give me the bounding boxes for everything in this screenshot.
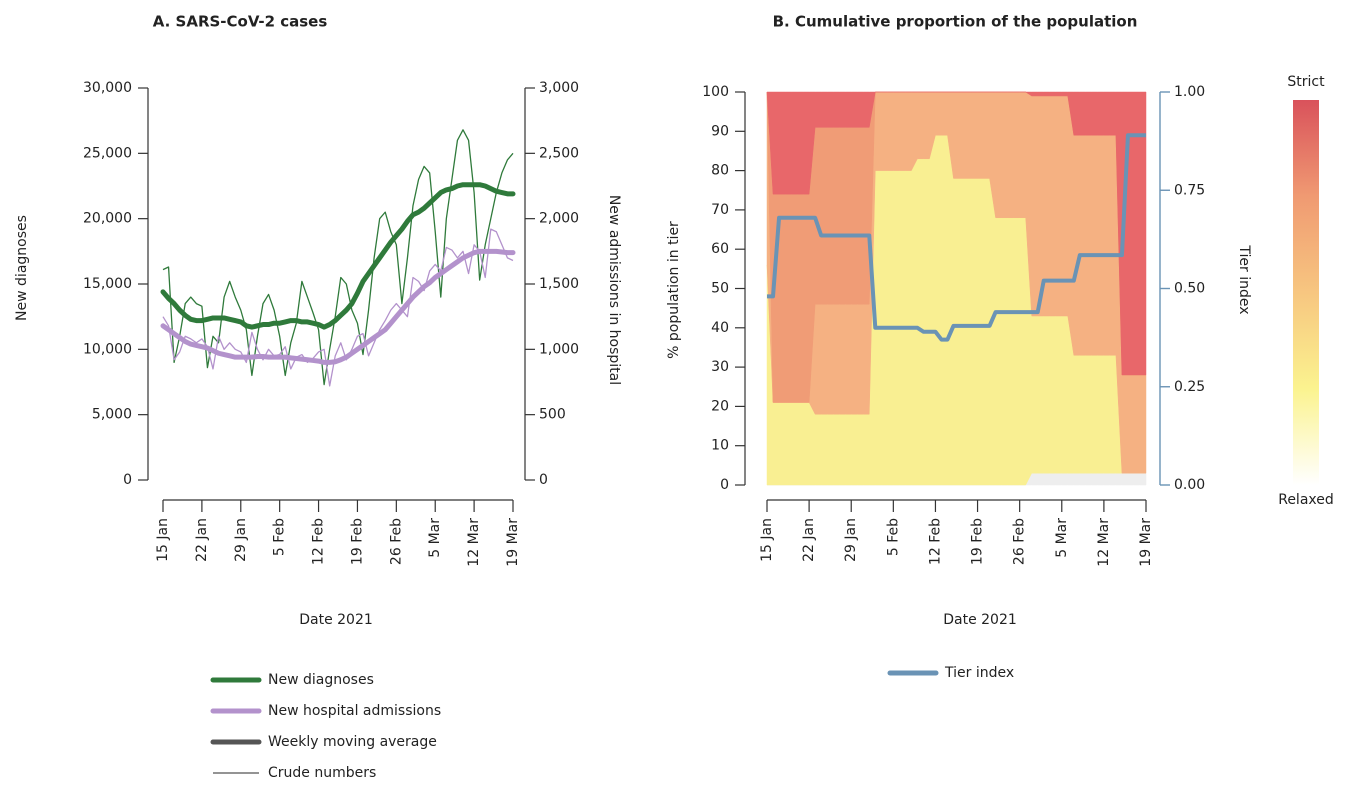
tier-area	[766, 91, 1147, 376]
x-tick-label: 5 Mar	[427, 518, 443, 558]
x-tick-label: 19 Mar	[1138, 518, 1154, 567]
moving-average-line	[160, 248, 516, 365]
y2-tick-label: 2,500	[539, 145, 579, 161]
x-tick-label: 5 Feb	[885, 518, 901, 556]
x-tick-label: 29 Jan	[843, 518, 859, 562]
y-axis-label: % population in tier	[666, 221, 682, 359]
y2-tick-label: 0.75	[1174, 182, 1205, 198]
x-tick-label: 12 Feb	[927, 518, 943, 565]
y-tick-label: 60	[711, 241, 729, 257]
y-tick-label: 50	[711, 281, 729, 297]
moving-average-line	[160, 182, 516, 330]
x-tick-label: 12 Feb	[311, 518, 327, 565]
x-tick-label: 29 Jan	[233, 518, 249, 562]
legend-label: Crude numbers	[268, 765, 376, 781]
x-tick-label: 5 Feb	[272, 518, 288, 556]
legend-label: New diagnoses	[268, 672, 374, 688]
y2-tick-label: 3,000	[539, 80, 579, 96]
y-tick-label: 30,000	[83, 80, 132, 96]
y-tick-label: 25,000	[83, 145, 132, 161]
y2-tick-label: 1,500	[539, 276, 579, 292]
y-tick-label: 15,000	[83, 276, 132, 292]
x-tick-label: 12 Mar	[466, 518, 482, 567]
colorbar-label: Strict	[1287, 74, 1325, 90]
crude-line	[162, 228, 514, 387]
y2-tick-label: 1,000	[539, 341, 579, 357]
colorbar	[1293, 100, 1319, 485]
x-axis-label: Date 2021	[943, 612, 1017, 628]
y2-tick-label: 0.25	[1174, 379, 1205, 395]
x-tick-label: 26 Feb	[1012, 518, 1028, 565]
x-tick-label: 12 Mar	[1096, 518, 1112, 567]
y-tick-label: 100	[702, 84, 729, 100]
y2-axis-label: Tier index	[1236, 244, 1252, 314]
y-tick-label: 30	[711, 359, 729, 375]
legend-label: New hospital admissions	[268, 703, 441, 719]
x-tick-label: 22 Jan	[194, 518, 210, 562]
y2-tick-label: 1.00	[1174, 84, 1205, 100]
y2-tick-label: 500	[539, 407, 566, 423]
y-tick-label: 0	[720, 477, 729, 493]
tier-index-line	[767, 133, 1146, 342]
y2-tick-label: 0.00	[1174, 477, 1205, 493]
x-tick-label: 26 Feb	[388, 518, 404, 565]
x-tick-label: 19 Feb	[349, 518, 365, 565]
colorbar-label: Relaxed	[1278, 492, 1334, 508]
chart-title: B. Cumulative proportion of the populati…	[773, 13, 1138, 31]
y-tick-label: 0	[123, 472, 132, 488]
x-tick-label: 15 Jan	[759, 518, 775, 562]
y-tick-label: 5,000	[92, 407, 132, 423]
y-tick-label: 80	[711, 163, 729, 179]
chart-title: A. SARS-CoV-2 cases	[153, 13, 328, 31]
x-axis-label: Date 2021	[299, 612, 373, 628]
y-tick-label: 10	[711, 438, 729, 454]
x-tick-label: 15 Jan	[155, 518, 171, 562]
y2-tick-label: 0	[539, 472, 548, 488]
y-tick-label: 40	[711, 320, 729, 336]
x-tick-label: 5 Mar	[1054, 518, 1070, 558]
y-tick-label: 10,000	[83, 341, 132, 357]
legend-label: Weekly moving average	[268, 734, 437, 750]
legend-label: Tier index	[944, 665, 1014, 681]
y2-tick-label: 2,000	[539, 211, 579, 227]
y-tick-label: 20	[711, 398, 729, 414]
y-tick-label: 70	[711, 202, 729, 218]
x-tick-label: 19 Feb	[970, 518, 986, 565]
y-axis-label: New diagnoses	[14, 215, 30, 321]
y2-axis-label: New admissions in hospital	[606, 195, 622, 385]
x-tick-label: 19 Mar	[505, 518, 521, 567]
y-tick-label: 20,000	[83, 211, 132, 227]
y2-tick-label: 0.50	[1174, 281, 1205, 297]
y-tick-label: 90	[711, 123, 729, 139]
x-tick-label: 22 Jan	[801, 518, 817, 562]
